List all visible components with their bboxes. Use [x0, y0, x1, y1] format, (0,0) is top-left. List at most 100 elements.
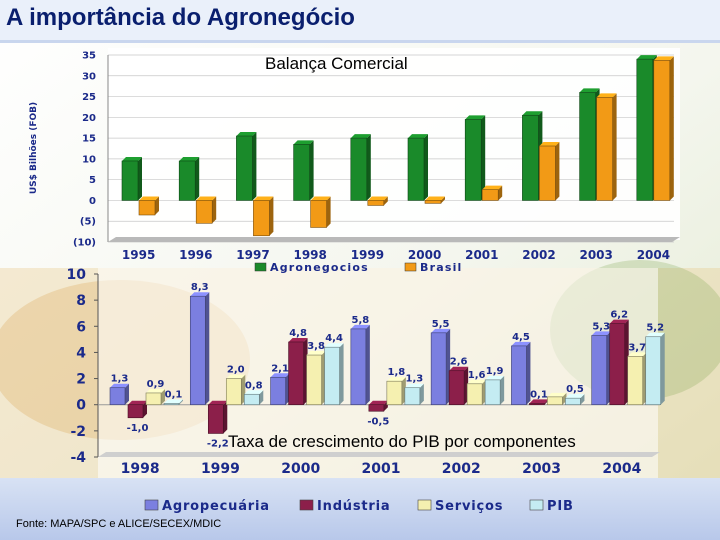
data-label: 1,3	[405, 374, 423, 385]
x-tick-label: 2001	[465, 248, 498, 262]
bar-1-2002-top	[449, 366, 469, 371]
y-tick-label: 15	[82, 134, 96, 145]
bar-1-1999-side	[223, 400, 228, 434]
bar-agronegocios-1995	[121, 160, 139, 201]
bar-brasil-1998-top	[310, 196, 331, 201]
bar-2-2000-top	[306, 351, 326, 356]
legend-swatch	[299, 499, 314, 511]
bar-agronegocios-2000	[407, 137, 425, 201]
legend-label: Indústria	[317, 499, 390, 514]
bar-agronegocios-1999	[350, 137, 368, 201]
data-label: 0,9	[147, 379, 165, 390]
bar-1-2000-top	[288, 337, 308, 342]
data-label: 0,1	[165, 389, 183, 400]
y-tick-label: (5)	[80, 217, 96, 228]
bar-brasil-1998	[310, 200, 327, 228]
data-label: 2,1	[271, 363, 289, 374]
bar-0-1999	[189, 295, 206, 406]
bar-0-1998	[109, 387, 126, 406]
x-tick-label: 1999	[351, 248, 384, 262]
bar-3-2003-top	[565, 394, 585, 399]
bar-agronegocios-1996	[178, 160, 196, 201]
bar-3-2004-top	[645, 332, 665, 337]
x-tick-label: 1998	[121, 461, 160, 477]
legend-label: Serviços	[435, 499, 503, 514]
y-tick-label: 25	[82, 92, 96, 103]
bar-agronegocios-2004-top	[636, 55, 657, 60]
bar-brasil-2000-side	[441, 196, 445, 204]
x-tick-label: 2000	[408, 248, 441, 262]
legend-swatch	[144, 499, 159, 511]
data-label: 4,5	[512, 332, 530, 343]
bar-agronegocios-2001-side	[481, 115, 486, 201]
bar-brasil-2003-side	[612, 93, 617, 201]
data-label: 6,2	[610, 310, 628, 321]
bar-0-2004	[591, 335, 608, 406]
bar-brasil-2004-side	[669, 56, 674, 201]
bar-0-2000	[270, 376, 286, 406]
bar-3-2001-top	[404, 383, 424, 388]
bar-3-1999	[243, 393, 260, 406]
bar-0-2001-top	[350, 324, 370, 329]
data-label: 1,6	[468, 370, 486, 381]
bar-3-2001	[404, 387, 421, 406]
x-tick-label: 2002	[442, 461, 481, 477]
bar-agronegocios-1998-top	[293, 140, 314, 145]
bar-0-2004-top	[591, 331, 611, 336]
bar-1-1999-top	[208, 400, 228, 405]
data-label: 3,8	[307, 341, 325, 352]
bar-brasil-2003	[596, 97, 613, 201]
data-label: 5,8	[351, 315, 369, 326]
y-tick-label: 20	[82, 113, 96, 124]
bar-1-2004-top	[609, 319, 629, 324]
data-label: 2,6	[450, 357, 468, 368]
x-tick-label: 1997	[236, 248, 269, 262]
legend-swatch	[404, 262, 417, 272]
y-tick-label: 0	[89, 196, 96, 207]
bar-1-2001	[368, 404, 385, 412]
bar-agronegocios-1998	[293, 144, 310, 201]
data-label: 5,2	[646, 323, 664, 334]
legend-swatch	[417, 499, 432, 511]
bar-brasil-1996-side	[212, 196, 217, 224]
bar-3-1998	[163, 403, 180, 406]
bar-2-2003-top	[547, 392, 567, 397]
bar-agronegocios-1995-top	[122, 156, 142, 161]
bar-2-2000	[306, 354, 322, 406]
bar-1-2002	[448, 370, 465, 406]
y-axis-label: US$ Bilhões (FOB)	[29, 102, 39, 194]
legend-swatch	[529, 499, 544, 511]
y-tick-label: 5	[89, 175, 96, 186]
bar-0-2001	[350, 328, 367, 406]
data-label: 1,8	[387, 367, 405, 378]
bar-0-1998-top	[110, 383, 129, 388]
bar-agronegocios-1997	[236, 135, 253, 201]
x-tick-label: 2004	[637, 248, 670, 262]
bar-0-1999-side	[205, 292, 210, 405]
bar-brasil-2001	[481, 189, 499, 201]
data-label: 5,3	[592, 321, 610, 332]
bar-brasil-2000-top	[425, 196, 445, 201]
bar-agronegocios-1999-side	[366, 134, 371, 201]
bar-agronegocios-1997-side	[252, 132, 257, 201]
bar-agronegocios-2002-top	[522, 111, 543, 116]
bar-2-2002-top	[467, 379, 487, 384]
bar-brasil-2002-top	[539, 142, 560, 147]
x-tick-label: 1995	[122, 248, 155, 262]
bar-3-1999-side	[259, 390, 264, 405]
x-tick-label: 1999	[201, 461, 240, 477]
y-tick-label: 30	[82, 71, 96, 82]
trade-balance-title: Balança Comercial	[265, 54, 408, 73]
bar-brasil-1996	[195, 200, 213, 224]
bar-agronegocios-2003	[579, 92, 596, 201]
bar-agronegocios-2000-top	[408, 134, 428, 139]
bar-brasil-1996-top	[196, 196, 217, 201]
bar-brasil-1997	[253, 200, 270, 237]
bar-0-1999-top	[190, 292, 210, 297]
bar-0-2003-side	[526, 341, 531, 405]
x-tick-label: 2003	[522, 461, 561, 477]
bar-0-2003-top	[511, 341, 531, 346]
bar-agronegocios-2002	[522, 114, 539, 201]
data-label: 1,9	[486, 366, 504, 377]
